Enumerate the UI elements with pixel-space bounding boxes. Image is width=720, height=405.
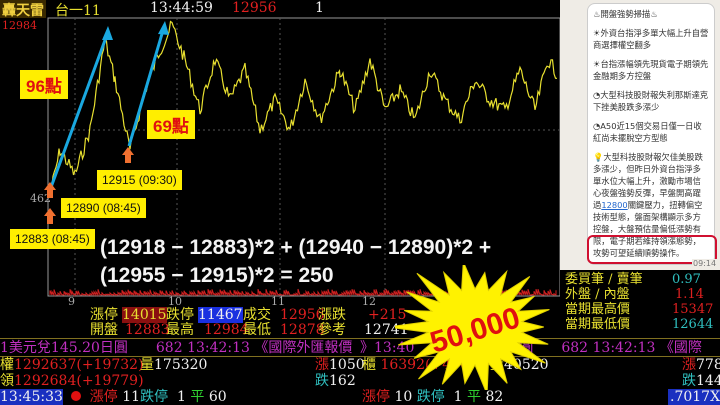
limit-up-count: 11 bbox=[122, 389, 141, 405]
message-text: 關鍵壓力，扭轉偏空技術型態，盤面架構顯示多方控盤，大盤預估量偏低漲勢有限，電子期… bbox=[593, 200, 703, 258]
low-label: 最低 bbox=[243, 322, 271, 338]
up-arrow-icon bbox=[44, 208, 56, 224]
ratio-value: .7017X bbox=[668, 389, 720, 405]
stat-value: 0.97 bbox=[672, 272, 701, 287]
formula-line-1: (12918 − 12883)*2 + (12940 − 12890)*2 + bbox=[100, 236, 492, 259]
price-label: 12915 (09:30) bbox=[97, 170, 182, 190]
app-name: 轟天雷 bbox=[0, 0, 46, 19]
otc-label: 櫃 bbox=[362, 357, 376, 373]
limit-down-label: 跌停 bbox=[166, 307, 194, 323]
stat-value: 12644 bbox=[672, 317, 714, 332]
highlight-box bbox=[587, 235, 717, 264]
up-arrow-icon bbox=[44, 182, 56, 198]
y-high-label: 12984 bbox=[2, 19, 37, 32]
otc-down-count: 144 bbox=[696, 373, 720, 389]
trade-label: 成交 bbox=[243, 307, 271, 323]
otc-flat-label: 平 bbox=[467, 389, 482, 405]
flat-count: 60 bbox=[208, 389, 227, 405]
low-value: 12878 bbox=[280, 322, 325, 338]
x-tick: 10 bbox=[168, 295, 182, 308]
points-label-96: 96點 bbox=[20, 70, 68, 99]
down-count: 162 bbox=[329, 373, 356, 389]
otc-index: 16392 bbox=[380, 357, 425, 373]
lead-index: 1292684 bbox=[14, 373, 77, 389]
limit-up-value: 14015 bbox=[122, 307, 167, 323]
message-time: 09:14 bbox=[692, 259, 718, 269]
message-title: ♨開盤強勢掃描♨ bbox=[593, 9, 658, 19]
otc-limit-down-count: 1 bbox=[453, 389, 463, 405]
ref-label: 參考 bbox=[318, 322, 346, 338]
lead-label: 領 bbox=[0, 373, 14, 389]
otc-limit-up-count: 10 bbox=[394, 389, 413, 405]
high-label: 最高 bbox=[166, 322, 194, 338]
status-dot-icon bbox=[71, 391, 82, 401]
trend-arrow-1 bbox=[48, 31, 110, 191]
limit-down-count: 1 bbox=[176, 389, 186, 405]
points-label-69: 69點 bbox=[147, 110, 195, 139]
message-item: ☀台指漲幅領先現貨電子期領先金融期多方控盤 bbox=[593, 59, 709, 81]
change-value: +215 bbox=[368, 307, 407, 323]
message-link[interactable]: 12800 bbox=[601, 200, 628, 210]
ticker-left: 1美元兌145.20日圓 682 13:42:13 《國際外匯報價 bbox=[0, 340, 353, 356]
up-count: 1050 bbox=[329, 357, 365, 373]
message-bubble: ♨開盤強勢掃描♨ ☀外資台指淨多單大幅上升自營商選擇權空翻多 ☀台指漲幅領先現貨… bbox=[587, 3, 715, 265]
open-value: 12883 bbox=[125, 322, 170, 338]
twse-label: 權 bbox=[0, 357, 14, 373]
price-label: 12883 (08:45) bbox=[10, 229, 95, 249]
starburst-badge: 50,000 bbox=[395, 265, 550, 390]
up-label: 漲 bbox=[315, 357, 329, 373]
message-item: ☀外資台指淨多單大幅上升自營商選擇權空翻多 bbox=[593, 28, 709, 50]
change-label: 漲跌 bbox=[318, 307, 346, 323]
stat-label: 委買筆 / 賣筆 bbox=[565, 272, 643, 287]
stat-label: 當期最低價 bbox=[565, 317, 631, 332]
high-value: 12984 bbox=[204, 322, 249, 338]
formula-line-2: (12955 − 12915)*2 = 250 bbox=[100, 264, 334, 287]
x-tick: 9 bbox=[68, 295, 75, 308]
twse-index: 1292637 bbox=[14, 357, 77, 373]
header-time: 13:44:59 bbox=[150, 0, 213, 16]
x-tick: 12 bbox=[362, 295, 376, 308]
volume-label: 量 bbox=[140, 357, 154, 373]
header-price: 12956 bbox=[232, 0, 277, 16]
stat-label: 當期最高價 bbox=[565, 302, 631, 317]
x-tick: 11 bbox=[271, 295, 285, 308]
limit-up-label: 漲停 bbox=[90, 307, 118, 323]
price-label: 12890 (08:45) bbox=[61, 198, 146, 218]
stat-value: 1.14 bbox=[675, 287, 704, 302]
otc-limit-up-label: 漲停 bbox=[362, 389, 390, 405]
lead-change: (+19779) bbox=[76, 373, 144, 389]
twse-change: (+19732) bbox=[76, 357, 144, 373]
trend-arrow-2 bbox=[127, 26, 166, 147]
message-item: ◔A50近15個交易日僅一日收紅尚未擺脫空方型態 bbox=[593, 121, 702, 143]
otc-down-label: 跌 bbox=[682, 373, 696, 389]
header-qty: 1 bbox=[315, 0, 324, 16]
otc-flat-count: 82 bbox=[485, 389, 504, 405]
trade-value: 12956 bbox=[280, 307, 325, 323]
symbol[interactable]: 台一11 bbox=[55, 3, 101, 19]
flat-label: 平 bbox=[190, 389, 205, 405]
message-text: 💡大型科技股財報欠佳美股跌多漲少，但昨日外資台指淨多單水位大幅上升，激勵市場信心… bbox=[593, 152, 703, 210]
open-label: 開盤 bbox=[90, 322, 118, 338]
message-item: ◔大型科技股財報失利那斯達克下挫美股跌多漲少 bbox=[593, 90, 709, 112]
volume-value: 175320 bbox=[154, 357, 208, 373]
stat-value: 15347 bbox=[672, 302, 714, 317]
otc-up-label: 漲 bbox=[682, 357, 696, 373]
otc-limit-down-label: 跌停 bbox=[416, 389, 445, 405]
y-side-label: 462 bbox=[30, 192, 51, 205]
stat-label: 外盤 / 內盤 bbox=[565, 287, 630, 302]
otc-up-count: 778 bbox=[696, 357, 720, 373]
down-label: 跌 bbox=[315, 373, 329, 389]
limit-down-count-label: 跌停 bbox=[140, 389, 169, 405]
limit-down-value: 11467 bbox=[198, 307, 243, 323]
up-arrow-icon bbox=[122, 147, 134, 163]
chat-panel: ♨開盤強勢掃描♨ ☀外資台指淨多單大幅上升自營商選擇權空翻多 ☀台指漲幅領先現貨… bbox=[560, 0, 720, 270]
market-time: 13:45:33 bbox=[0, 389, 63, 405]
limit-up-count-label: 漲停 bbox=[89, 389, 118, 405]
